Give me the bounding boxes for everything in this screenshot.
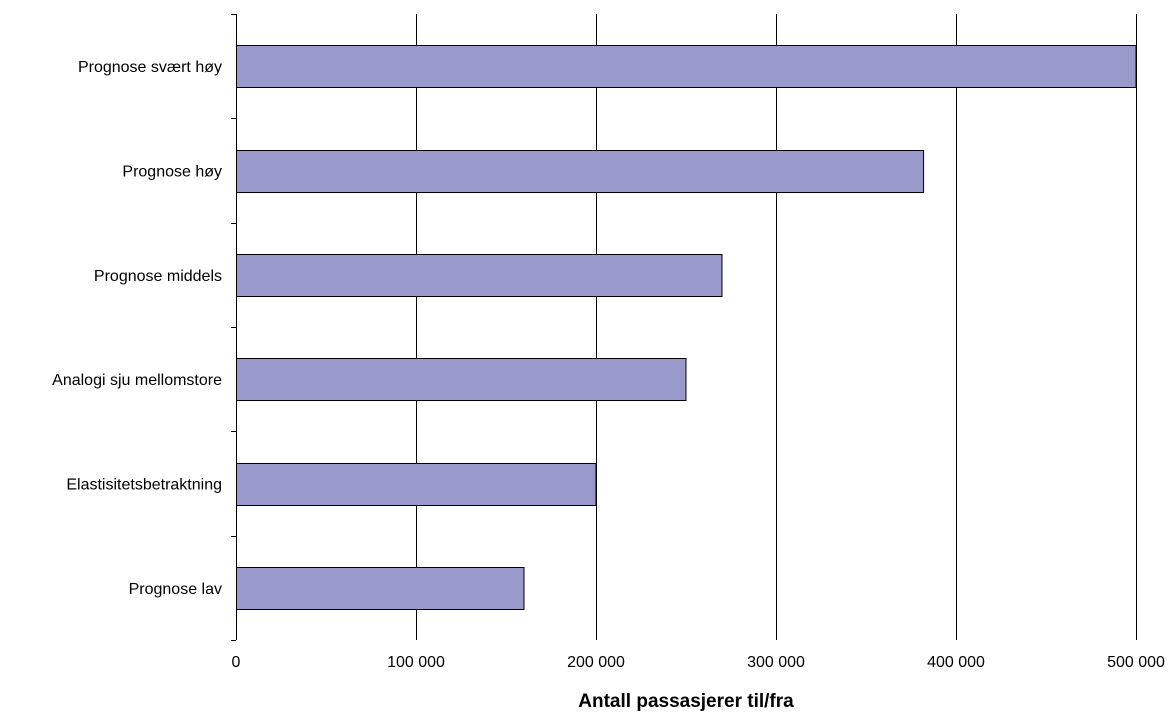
- x-tick-label: 300 000: [747, 654, 805, 671]
- x-axis-title: Antall passasjerer til/fra: [578, 691, 794, 712]
- bar: [236, 150, 925, 193]
- x-tick-label: 0: [232, 654, 241, 671]
- category-label: Prognose svært høy: [78, 59, 222, 76]
- category-label: Prognose middels: [94, 268, 222, 285]
- grid-lines: [416, 14, 1137, 640]
- x-tick-label: 200 000: [567, 654, 625, 671]
- x-tick-label: 100 000: [387, 654, 445, 671]
- bar: [236, 254, 723, 297]
- x-tick-labels: 0 100 000 200 000 300 000 400 000 500 000: [232, 654, 1165, 671]
- bar: [236, 358, 687, 401]
- axes: [231, 14, 237, 641]
- category-labels: Prognose svært høy Prognose høy Prognose m…: [52, 59, 222, 598]
- x-tick-label: 500 000: [1107, 654, 1165, 671]
- category-label: Prognose lav: [129, 581, 222, 598]
- bar: [236, 567, 525, 610]
- category-label: Prognose høy: [122, 164, 222, 181]
- bar: [236, 463, 597, 506]
- category-label: Elastisitetsbetraktning: [66, 477, 222, 494]
- category-label: Analogi sju mellomstore: [52, 372, 222, 389]
- bar: [236, 45, 1137, 88]
- x-tick-label: 400 000: [927, 654, 985, 671]
- plot-background: [236, 14, 1136, 640]
